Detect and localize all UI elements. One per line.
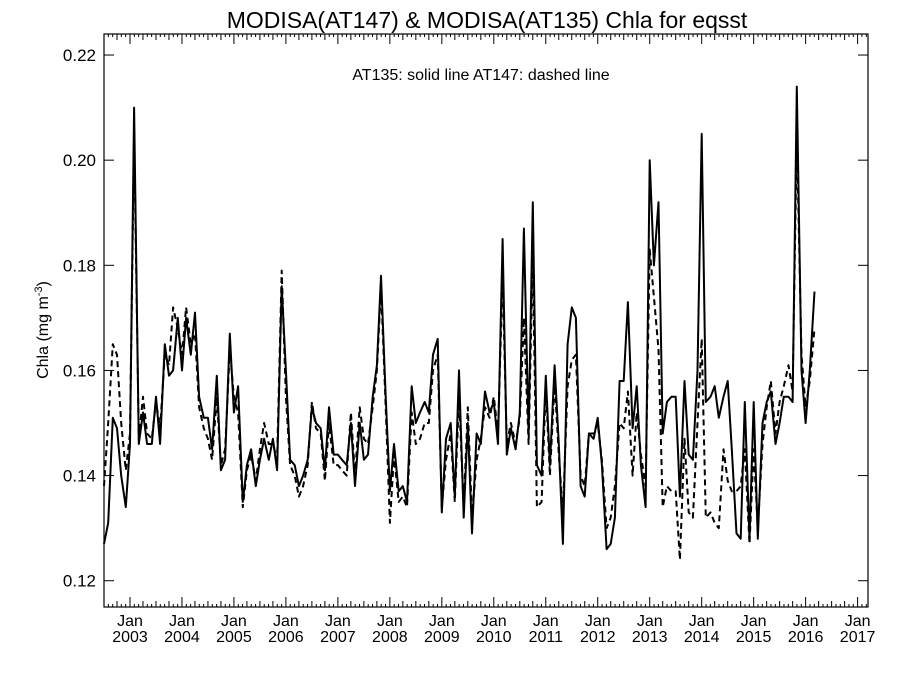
- x-tick-label-year: 2006: [268, 629, 304, 646]
- x-tick-label-year: 2003: [112, 629, 148, 646]
- x-tick-label-month: Jan: [637, 613, 663, 630]
- y-tick-label: 0.14: [63, 467, 96, 486]
- x-tick-label-year: 2005: [216, 629, 252, 646]
- x-tick-label-month: Jan: [325, 613, 351, 630]
- series-legend-annotation: AT135: solid line AT147: dashed line: [352, 67, 609, 84]
- x-tick-label-month: Jan: [273, 613, 299, 630]
- x-tick-label-year: 2009: [424, 629, 460, 646]
- y-axis-label-close: ): [35, 281, 52, 286]
- x-tick-label-year: 2016: [788, 629, 824, 646]
- x-tick-label-year: 2004: [164, 629, 200, 646]
- series-line-at135: [103, 85, 816, 551]
- x-tick-label-year: 2017: [840, 629, 876, 646]
- x-tick-label-month: Jan: [221, 613, 247, 630]
- y-axis-label-main: Chla (mg m: [35, 296, 52, 379]
- y-tick-label: 0.16: [63, 361, 96, 380]
- x-tick-label-year: 2015: [736, 629, 772, 646]
- series-line-at147: [103, 132, 816, 561]
- x-tick-label-year: 2012: [580, 629, 616, 646]
- x-tick-label-month: Jan: [481, 613, 507, 630]
- x-tick-label-month: Jan: [845, 613, 871, 630]
- plot-frame: [103, 33, 869, 608]
- y-tick-label: 0.18: [63, 256, 96, 275]
- x-tick-label-month: Jan: [533, 613, 559, 630]
- y-tick-label: 0.22: [63, 46, 96, 65]
- x-tick-label-year: 2008: [372, 629, 408, 646]
- x-tick-label-month: Jan: [689, 613, 715, 630]
- x-tick-label-year: 2011: [529, 629, 564, 646]
- y-tick-label: 0.12: [63, 572, 96, 591]
- x-tick-label-year: 2010: [476, 629, 512, 646]
- y-tick-label: 0.20: [63, 151, 96, 170]
- x-tick-label-year: 2007: [320, 629, 356, 646]
- x-tick-label-month: Jan: [429, 613, 455, 630]
- x-tick-label-month: Jan: [741, 613, 767, 630]
- x-tick-label-month: Jan: [585, 613, 611, 630]
- x-tick-label-year: 2013: [632, 629, 668, 646]
- x-tick-label-month: Jan: [117, 613, 143, 630]
- y-axis-label: Chla (mg m-3): [33, 281, 52, 379]
- x-tick-label-year: 2014: [684, 629, 720, 646]
- y-axis-label-superscript: -3: [33, 286, 45, 296]
- x-tick-label-month: Jan: [377, 613, 403, 630]
- x-tick-label-month: Jan: [793, 613, 819, 630]
- x-tick-label-month: Jan: [169, 613, 195, 630]
- plot-area: 0.120.140.160.180.200.22Jan2003Jan2004Ja…: [63, 33, 876, 646]
- chart-title: MODISA(AT147) & MODISA(AT135) Chla for e…: [227, 7, 748, 33]
